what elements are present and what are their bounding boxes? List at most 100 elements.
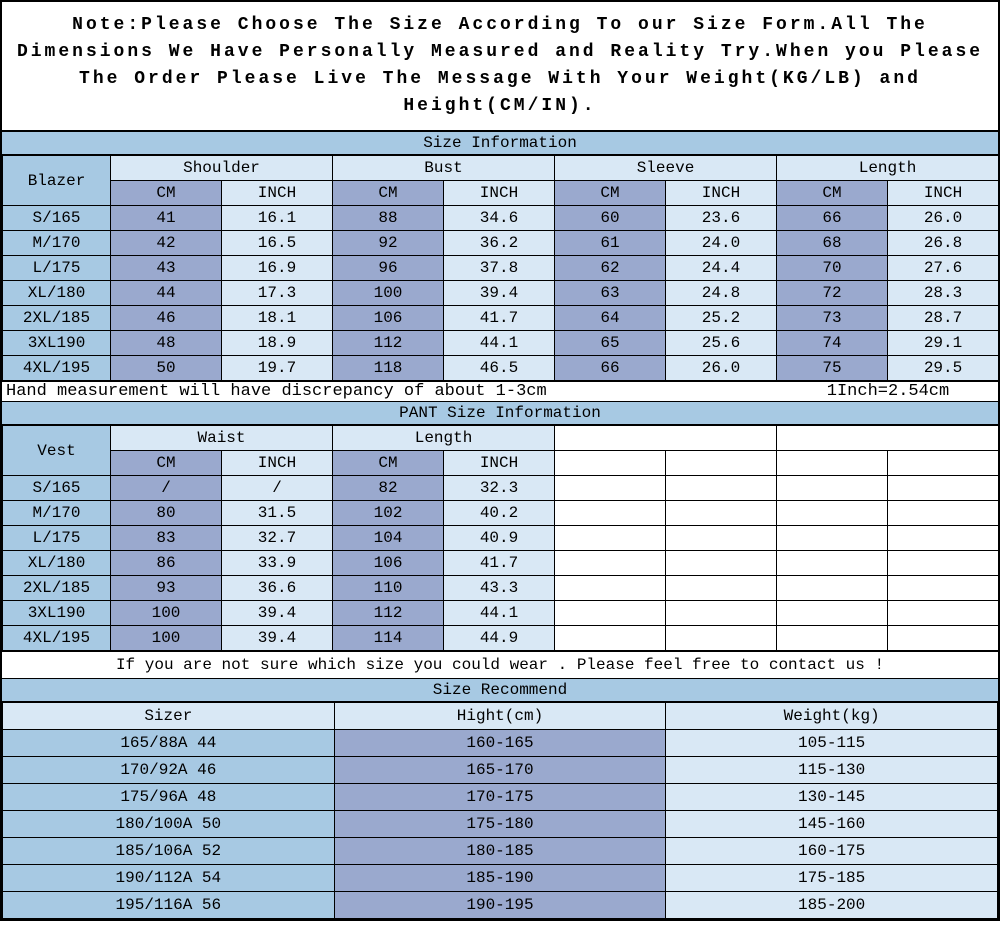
data-cell: 118: [333, 356, 444, 381]
data-cell: 72: [777, 281, 888, 306]
data-cell: [666, 601, 777, 626]
table-row: 3XL1904818.911244.16525.67429.1: [3, 331, 999, 356]
data-cell: [888, 626, 999, 651]
data-cell: 104: [333, 526, 444, 551]
size-label: 3XL190: [3, 601, 111, 626]
table-row: S/1654116.18834.66023.66626.0: [3, 206, 999, 231]
unit-header: [555, 451, 666, 476]
data-cell: 44.9: [444, 626, 555, 651]
data-cell: 18.9: [222, 331, 333, 356]
table-row: 3XL19010039.411244.1: [3, 601, 999, 626]
data-cell: 106: [333, 306, 444, 331]
rec-cell: 145-160: [666, 811, 998, 838]
unit-header: CM: [111, 451, 222, 476]
data-cell: [555, 626, 666, 651]
data-cell: 68: [777, 231, 888, 256]
table-row: M/1708031.510240.2: [3, 501, 999, 526]
data-cell: [555, 476, 666, 501]
data-cell: 65: [555, 331, 666, 356]
table-row: M/1704216.59236.26124.06826.8: [3, 231, 999, 256]
data-cell: 25.6: [666, 331, 777, 356]
data-cell: [777, 601, 888, 626]
data-cell: [555, 501, 666, 526]
data-cell: 100: [111, 626, 222, 651]
data-cell: 96: [333, 256, 444, 281]
group-header: Bust: [333, 156, 555, 181]
group-header: Shoulder: [111, 156, 333, 181]
data-cell: 40.9: [444, 526, 555, 551]
group-header: Length: [777, 156, 999, 181]
data-cell: 86: [111, 551, 222, 576]
data-cell: 36.6: [222, 576, 333, 601]
table-row: Sizer Hight(cm) Weight(kg): [3, 703, 998, 730]
table-row: 185/106A 52180-185160-175: [3, 838, 998, 865]
data-cell: 36.2: [444, 231, 555, 256]
rec-cell: 130-145: [666, 784, 998, 811]
size-label: 3XL190: [3, 331, 111, 356]
data-cell: 24.8: [666, 281, 777, 306]
data-cell: [555, 576, 666, 601]
size-label: L/175: [3, 526, 111, 551]
data-cell: 112: [333, 601, 444, 626]
rec-cell: 170-175: [334, 784, 666, 811]
unit-header: CM: [777, 181, 888, 206]
unit-header: [888, 451, 999, 476]
rec-cell: 165/88A 44: [3, 730, 335, 757]
table-row: 165/88A 44160-165105-115: [3, 730, 998, 757]
size-label: 4XL/195: [3, 626, 111, 651]
data-cell: 29.1: [888, 331, 999, 356]
data-cell: 26.0: [888, 206, 999, 231]
data-cell: [777, 526, 888, 551]
data-cell: 16.1: [222, 206, 333, 231]
rec-cell: 180-185: [334, 838, 666, 865]
table-row: 195/116A 56190-195185-200: [3, 892, 998, 919]
data-cell: 102: [333, 501, 444, 526]
data-cell: 82: [333, 476, 444, 501]
data-cell: 28.7: [888, 306, 999, 331]
rec-header: Sizer: [3, 703, 335, 730]
data-cell: 43: [111, 256, 222, 281]
unit-header: CM: [555, 181, 666, 206]
group-header: Sleeve: [555, 156, 777, 181]
data-cell: 110: [333, 576, 444, 601]
size-label: XL/180: [3, 281, 111, 306]
rec-cell: 180/100A 50: [3, 811, 335, 838]
data-cell: 88: [333, 206, 444, 231]
data-cell: 27.6: [888, 256, 999, 281]
table-row: 4XL/19510039.411444.9: [3, 626, 999, 651]
table-row: Blazer Shoulder Bust Sleeve Length: [3, 156, 999, 181]
data-cell: 50: [111, 356, 222, 381]
data-cell: /: [111, 476, 222, 501]
unit-header: INCH: [222, 451, 333, 476]
data-cell: [777, 626, 888, 651]
data-cell: [888, 576, 999, 601]
data-cell: 26.0: [666, 356, 777, 381]
data-cell: 31.5: [222, 501, 333, 526]
data-cell: 16.5: [222, 231, 333, 256]
group-header-empty: [777, 426, 999, 451]
data-cell: 39.4: [222, 626, 333, 651]
rec-cell: 170/92A 46: [3, 757, 335, 784]
size-label: M/170: [3, 231, 111, 256]
data-cell: 63: [555, 281, 666, 306]
unit-header: CM: [333, 451, 444, 476]
size-label: M/170: [3, 501, 111, 526]
data-cell: 92: [333, 231, 444, 256]
data-cell: [666, 476, 777, 501]
table-row: S/165//8232.3: [3, 476, 999, 501]
table-row: CMINCHCMINCH: [3, 451, 999, 476]
data-cell: 29.5: [888, 356, 999, 381]
unit-header: INCH: [222, 181, 333, 206]
size-label: 4XL/195: [3, 356, 111, 381]
data-cell: 37.8: [444, 256, 555, 281]
unit-header: INCH: [888, 181, 999, 206]
size-label: 2XL/185: [3, 576, 111, 601]
table-row: 2XL/1859336.611043.3: [3, 576, 999, 601]
data-cell: 24.0: [666, 231, 777, 256]
table-row: 175/96A 48170-175130-145: [3, 784, 998, 811]
data-cell: 66: [777, 206, 888, 231]
data-cell: 75: [777, 356, 888, 381]
data-cell: [555, 601, 666, 626]
data-cell: 61: [555, 231, 666, 256]
unit-header: [777, 451, 888, 476]
